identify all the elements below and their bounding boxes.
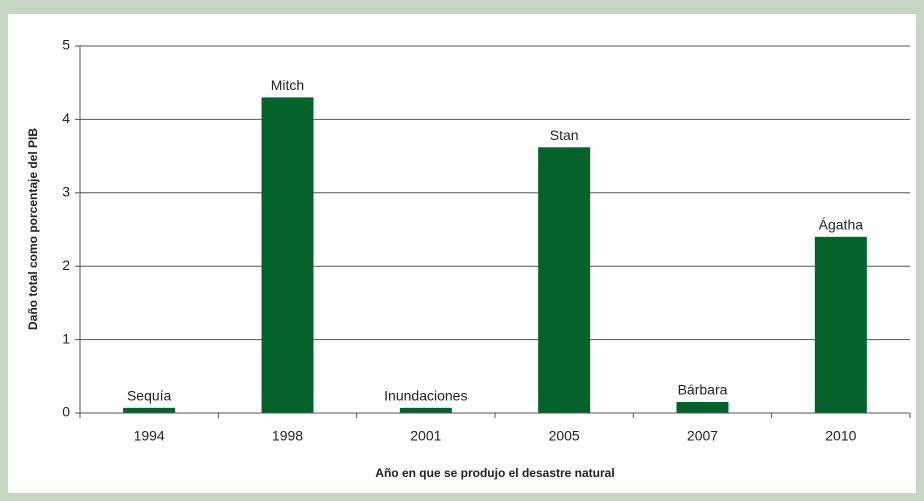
x-tick-label: 1994 (134, 428, 165, 444)
y-tick-label: 1 (62, 330, 70, 346)
bar (261, 97, 314, 413)
bar (538, 147, 591, 414)
bar (123, 407, 176, 413)
y-tick-label: 3 (62, 184, 70, 200)
x-tick-label: 2007 (687, 428, 718, 444)
y-tick-label: 5 (62, 37, 70, 53)
bar-annotation: Bárbara (678, 382, 728, 398)
bar-annotation: Stan (550, 127, 579, 143)
x-tick-label: 2010 (825, 428, 856, 444)
x-tick-label: 2005 (549, 428, 580, 444)
y-tick-label: 2 (62, 257, 70, 273)
bar-annotation: Sequía (127, 388, 172, 404)
x-axis-title: Año en que se produjo el desastre natura… (375, 466, 614, 480)
y-tick-label: 0 (62, 404, 70, 420)
x-tick-label: 2001 (410, 428, 441, 444)
bar (676, 401, 729, 413)
y-axis-title: Daño total como porcentaje del PIB (26, 128, 40, 330)
bar-annotation: Inundaciones (384, 388, 467, 404)
bar (399, 407, 452, 413)
y-tick-label: 4 (62, 110, 70, 126)
bar-annotation: Ágatha (819, 217, 864, 233)
bar (814, 236, 867, 413)
panel (8, 14, 916, 493)
x-tick-label: 1998 (272, 428, 303, 444)
bar-annotation: Mitch (271, 77, 304, 93)
